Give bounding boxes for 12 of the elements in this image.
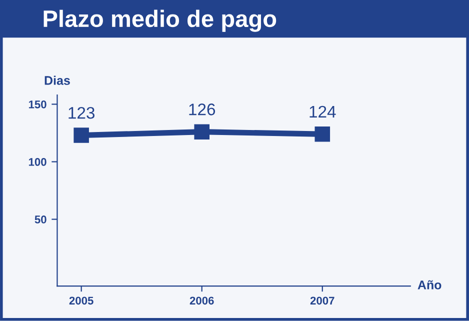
data-label: 123 bbox=[68, 106, 94, 119]
x-tick-label: 2005 bbox=[69, 296, 94, 305]
y-tick-label: 150 bbox=[28, 100, 46, 108]
chart-title: Plazo medio de pago bbox=[44, 10, 276, 32]
data-label: 126 bbox=[189, 104, 216, 116]
x-tick-label: 2007 bbox=[310, 296, 334, 305]
x-tick-label: 2006 bbox=[190, 296, 214, 305]
y-tick-label: 100 bbox=[28, 158, 46, 166]
y-tick-label: 50 bbox=[34, 216, 46, 224]
data-label: 124 bbox=[310, 106, 336, 118]
x-axis-title: Año bbox=[418, 280, 442, 290]
y-axis-title: Dias bbox=[44, 76, 70, 85]
